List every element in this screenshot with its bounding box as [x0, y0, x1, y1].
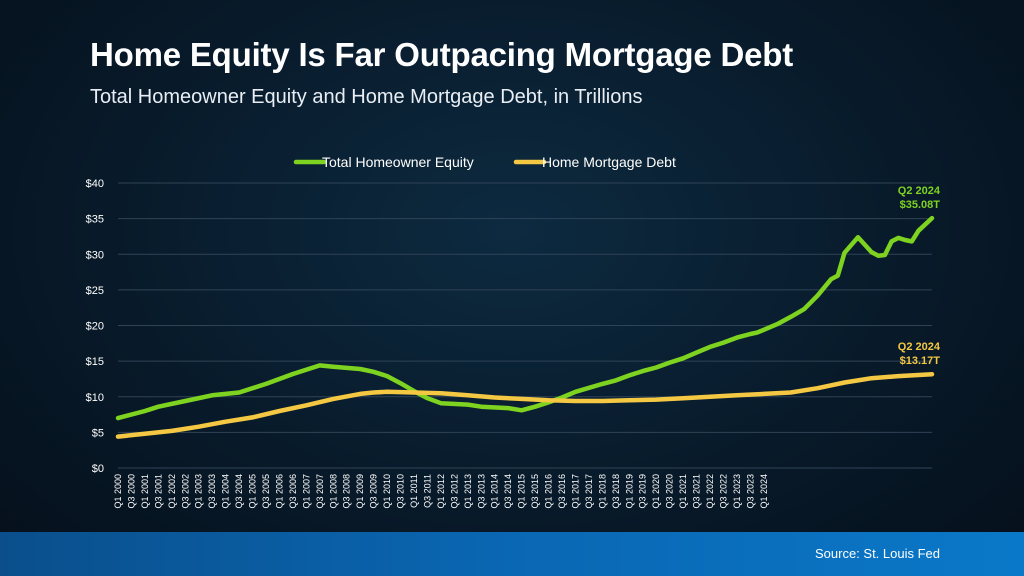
annotation-period: Q2 2024 [898, 341, 941, 353]
x-tick-label: Q3 2019 [638, 474, 648, 509]
x-tick-label: Q3 2013 [476, 474, 486, 509]
x-tick-label: Q3 2017 [584, 474, 594, 509]
x-tick-label: Q1 2016 [544, 474, 554, 509]
legend-equity-label: Total Homeowner Equity [322, 154, 474, 170]
x-tick-label: Q3 2000 [126, 474, 136, 509]
x-tick-label: Q1 2021 [678, 474, 688, 509]
x-tick-label: Q3 2012 [449, 474, 459, 509]
line-chart: $0 $5 $10 $15 $20 $25 $30 $35 $40 Q1 2000 Q3 2000 Q… [86, 154, 941, 509]
x-tick-label: Q3 2004 [234, 474, 244, 509]
x-tick-label: Q1 2023 [732, 474, 742, 509]
page-subtitle: Total Homeowner Equity and Home Mortgage… [90, 86, 643, 108]
y-tick-label: $0 [92, 463, 104, 475]
x-tick-label: Q1 2008 [328, 474, 338, 509]
annotation-value: $35.08T [900, 199, 941, 211]
y-tick-label: $15 [86, 356, 104, 368]
x-tick-label: Q1 2018 [597, 474, 607, 509]
legend-debt-label: Home Mortgage Debt [542, 154, 676, 170]
x-tick-label: Q3 2001 [153, 474, 163, 509]
x-tick-label: Q1 2006 [274, 474, 284, 509]
x-tick-label: Q1 2013 [463, 474, 473, 509]
y-tick-label: $10 [86, 392, 104, 404]
x-tick-label: Q1 2024 [759, 474, 769, 509]
x-tick-label: Q3 2020 [665, 474, 675, 509]
y-tick-label: $40 [86, 178, 104, 190]
x-tick-label: Q3 2015 [530, 474, 540, 509]
x-tick-label: Q3 2002 [180, 474, 190, 509]
x-tick-label: Q1 2015 [517, 474, 527, 509]
x-tick-label: Q3 2005 [261, 474, 271, 509]
footer-bar: Source: St. Louis Fed [0, 532, 1024, 576]
x-tick-label: Q3 2009 [369, 474, 379, 509]
equity-series-line [115, 215, 935, 421]
y-tick-label: $30 [86, 249, 104, 261]
x-tick-label: Q1 2007 [301, 474, 311, 509]
x-tick-label: Q1 2022 [705, 474, 715, 509]
annotation-period: Q2 2024 [898, 185, 941, 197]
debt-series-line [115, 371, 935, 439]
x-tick-label: Q1 2012 [436, 474, 446, 509]
x-tick-label: Q3 2023 [745, 474, 755, 509]
x-tick-label: Q3 2014 [503, 474, 513, 509]
x-tick-label: Q3 2006 [288, 474, 298, 509]
x-tick-label: Q1 2000 [113, 474, 123, 509]
x-tick-label: Q3 2007 [315, 474, 325, 509]
y-tick-label: $35 [86, 214, 104, 226]
x-tick-label: Q1 2001 [140, 474, 150, 509]
page-title: Home Equity Is Far Outpacing Mortgage De… [90, 36, 794, 73]
annotation-value: $13.17T [900, 355, 941, 367]
x-tick-label: Q1 2003 [194, 474, 204, 509]
x-tick-label: Q1 2017 [570, 474, 580, 509]
x-tick-label: Q3 2022 [718, 474, 728, 509]
x-tick-label: Q3 2003 [207, 474, 217, 509]
x-tick-label: Q3 2010 [396, 474, 406, 509]
x-tick-label: Q3 2021 [692, 474, 702, 509]
x-tick-label: Q1 2019 [624, 474, 634, 509]
y-tick-label: $20 [86, 321, 104, 333]
x-tick-label: Q1 2010 [382, 474, 392, 509]
x-tick-label: Q1 2004 [221, 474, 231, 509]
source-note: Source: St. Louis Fed [814, 546, 940, 561]
y-tick-label: $5 [92, 427, 104, 439]
x-tick-label: Q1 2020 [651, 474, 661, 509]
x-tick-label: Q1 2014 [490, 474, 500, 509]
y-tick-label: $25 [86, 285, 104, 297]
x-tick-label: Q1 2009 [355, 474, 365, 509]
x-tick-label: Q3 2018 [611, 474, 621, 509]
x-tick-label: Q1 2002 [167, 474, 177, 509]
x-tick-label: Q3 2008 [342, 474, 352, 509]
x-tick-label: Q3 2011 [422, 474, 432, 508]
x-tick-label: Q1 2005 [248, 474, 258, 509]
x-tick-label: Q3 2016 [557, 474, 567, 509]
x-tick-label: Q1 2011 [409, 474, 419, 508]
